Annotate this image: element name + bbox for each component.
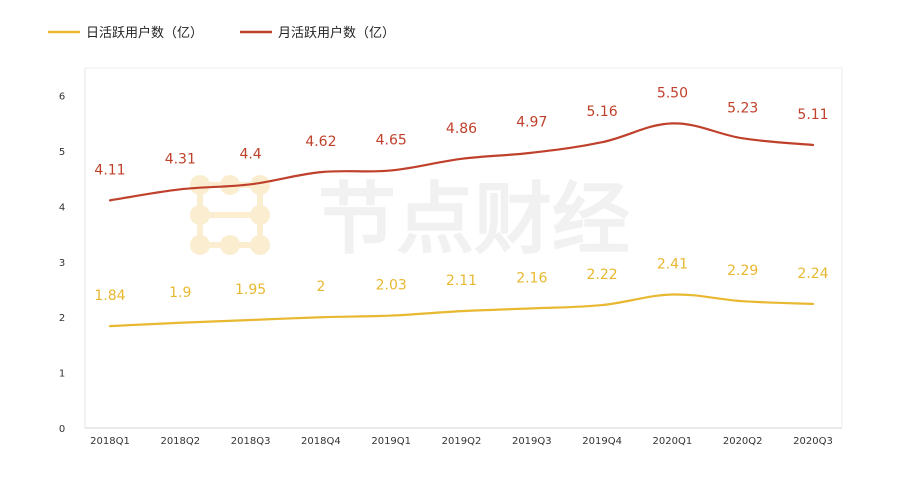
data-label: 4.31 (165, 151, 196, 167)
data-label: 4.65 (376, 132, 407, 148)
data-label: 4.11 (94, 162, 125, 178)
data-label: 5.11 (797, 107, 828, 123)
legend-label: 月活跃用户数（亿） (278, 25, 395, 41)
data-label: 1.9 (169, 285, 191, 301)
x-tick-label: 2019Q1 (371, 436, 411, 447)
x-tick-label: 2018Q1 (90, 436, 130, 447)
x-tick-label: 2020Q1 (653, 436, 693, 447)
data-label: 2.41 (657, 257, 688, 273)
data-label: 4.62 (305, 134, 336, 150)
y-tick-label: 3 (59, 258, 65, 269)
x-tick-label: 2018Q4 (301, 436, 341, 447)
x-tick-label: 2020Q2 (723, 436, 763, 447)
watermark-text: 节点财经 (318, 175, 630, 265)
data-label: 2.22 (587, 267, 618, 283)
x-tick-label: 2018Q2 (160, 436, 200, 447)
data-label: 2.03 (376, 278, 407, 294)
legend-label: 日活跃用户数（亿） (86, 25, 203, 41)
x-axis: 2018Q1 2018Q2 2018Q3 2018Q4 2019Q1 2019Q2 2019… (90, 436, 833, 447)
x-tick-label: 2019Q3 (512, 436, 552, 447)
x-tick-label: 2020Q3 (793, 436, 833, 447)
y-tick-label: 6 (59, 92, 65, 103)
y-axis: 0 1 2 3 4 5 6 (59, 92, 65, 435)
watermark: 节点财经 (190, 175, 630, 265)
data-label: 1.95 (235, 282, 266, 298)
legend-item: 日活跃用户数（亿） (48, 25, 203, 41)
y-tick-label: 4 (59, 202, 65, 213)
data-labels: 1.84 1.9 1.95 2 2.03 2.11 2.16 2.22 2.41 2.29 2.24… (94, 85, 828, 304)
data-label: 2.11 (446, 273, 477, 289)
data-label: 2.24 (797, 266, 828, 282)
series-lines (108, 122, 815, 328)
series-line (108, 293, 815, 328)
y-tick-label: 0 (59, 424, 65, 435)
series-line (108, 122, 815, 202)
plot-frame (84, 67, 843, 429)
data-label: 4.97 (516, 115, 547, 131)
data-label: 2.16 (516, 270, 547, 286)
data-label: 2 (316, 279, 325, 295)
data-label: 5.16 (587, 104, 618, 120)
data-label: 4.86 (446, 121, 477, 137)
data-label: 5.50 (657, 85, 688, 101)
x-tick-label: 2019Q4 (582, 436, 622, 447)
y-tick-label: 2 (59, 313, 65, 324)
data-label: 2.29 (727, 263, 758, 279)
y-tick-label: 1 (59, 369, 65, 380)
y-tick-label: 5 (59, 147, 65, 158)
legend: 日活跃用户数（亿） 月活跃用户数（亿） (48, 25, 395, 41)
x-tick-label: 2019Q2 (442, 436, 482, 447)
x-tick-label: 2018Q3 (231, 436, 271, 447)
data-label: 4.4 (239, 146, 261, 162)
data-label: 1.84 (94, 288, 125, 304)
data-label: 5.23 (727, 100, 758, 116)
legend-item: 月活跃用户数（亿） (240, 25, 395, 41)
